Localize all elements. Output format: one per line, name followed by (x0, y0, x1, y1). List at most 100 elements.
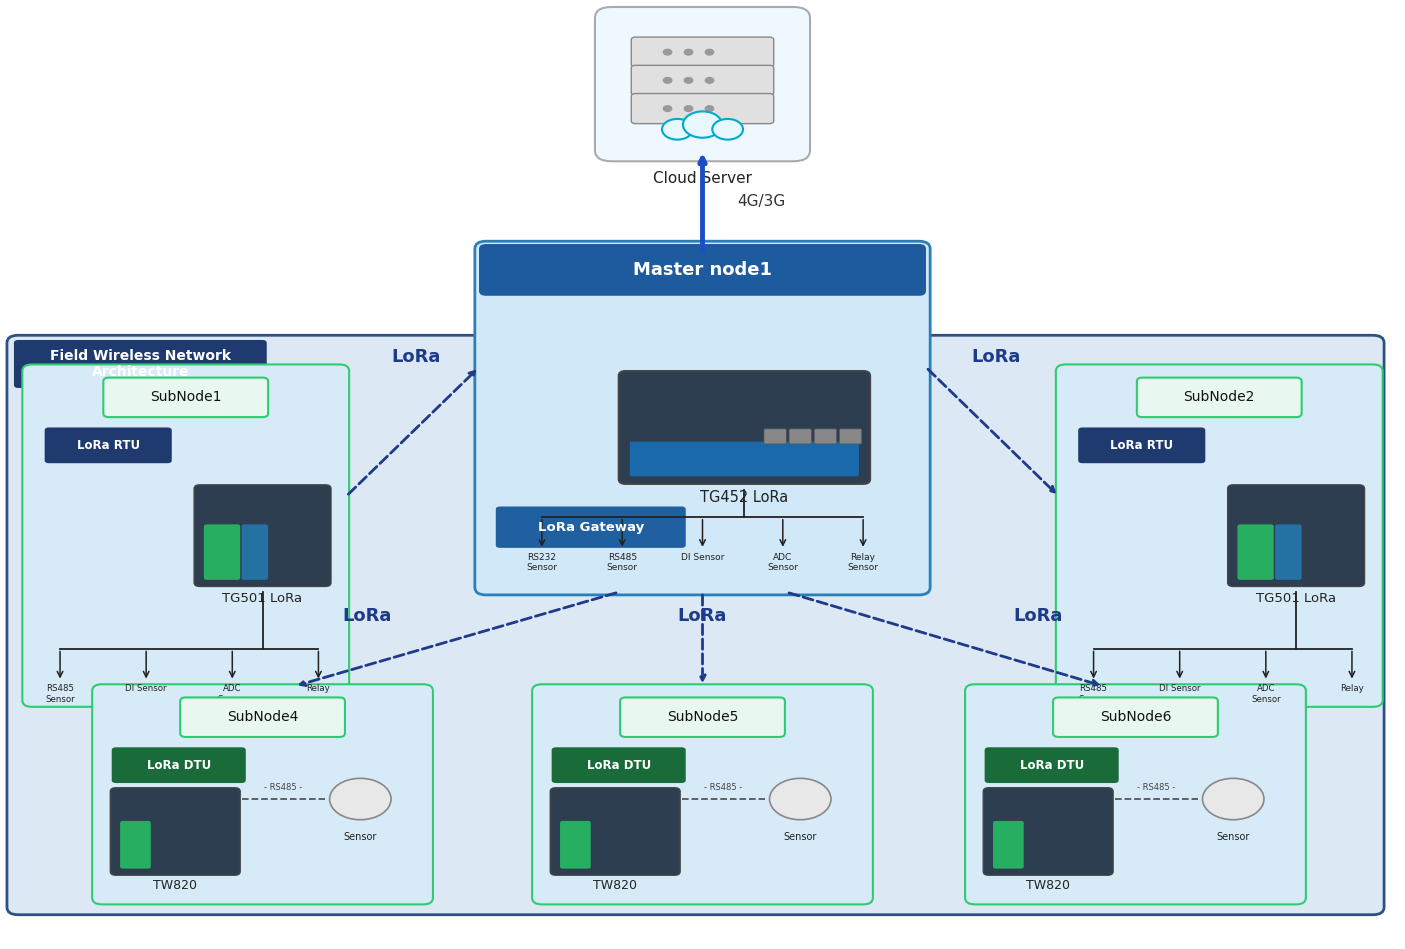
Text: SubNode5: SubNode5 (667, 710, 738, 724)
Text: TG501 LoRa: TG501 LoRa (1256, 592, 1336, 605)
Text: TW820: TW820 (153, 879, 197, 892)
Text: LoRa: LoRa (971, 348, 1020, 366)
Text: - RS485 -: - RS485 - (1137, 783, 1176, 791)
Circle shape (330, 778, 391, 820)
Circle shape (343, 787, 378, 811)
FancyBboxPatch shape (180, 698, 346, 737)
FancyBboxPatch shape (551, 788, 680, 875)
FancyBboxPatch shape (983, 788, 1113, 875)
FancyBboxPatch shape (112, 747, 246, 783)
Text: LoRa: LoRa (1013, 606, 1062, 624)
FancyBboxPatch shape (1137, 378, 1301, 418)
Circle shape (705, 105, 714, 111)
Circle shape (684, 78, 693, 84)
Text: - RS485 -: - RS485 - (704, 783, 743, 791)
Circle shape (792, 793, 809, 805)
Text: RS485
Sensor: RS485 Sensor (45, 684, 74, 703)
Text: LoRa RTU: LoRa RTU (1110, 438, 1173, 452)
FancyBboxPatch shape (1055, 364, 1383, 707)
Text: DI Sensor: DI Sensor (681, 552, 724, 562)
FancyBboxPatch shape (194, 485, 332, 586)
FancyBboxPatch shape (985, 747, 1118, 783)
FancyBboxPatch shape (1078, 427, 1205, 463)
FancyBboxPatch shape (839, 429, 861, 444)
FancyBboxPatch shape (45, 427, 171, 463)
Text: LoRa DTU: LoRa DTU (586, 758, 651, 772)
Circle shape (1203, 778, 1265, 820)
FancyBboxPatch shape (631, 65, 774, 96)
FancyBboxPatch shape (764, 429, 787, 444)
Text: LoRa: LoRa (392, 348, 441, 366)
FancyBboxPatch shape (629, 441, 858, 476)
Text: LoRa: LoRa (343, 606, 392, 624)
Text: ADC
Sensor: ADC Sensor (218, 684, 247, 703)
Text: TG501 LoRa: TG501 LoRa (222, 592, 302, 605)
Text: LoRa DTU: LoRa DTU (146, 758, 211, 772)
Circle shape (770, 778, 830, 820)
Text: LoRa DTU: LoRa DTU (1020, 758, 1083, 772)
FancyBboxPatch shape (475, 241, 930, 595)
Circle shape (705, 49, 714, 55)
FancyBboxPatch shape (1054, 698, 1218, 737)
FancyBboxPatch shape (532, 684, 873, 904)
FancyBboxPatch shape (993, 821, 1024, 868)
Circle shape (683, 111, 722, 138)
Text: SubNode1: SubNode1 (150, 390, 222, 404)
Text: Sensor: Sensor (784, 832, 816, 842)
Text: TG452 LoRa: TG452 LoRa (700, 491, 788, 506)
FancyBboxPatch shape (22, 364, 350, 707)
Circle shape (1225, 793, 1242, 805)
FancyBboxPatch shape (119, 821, 150, 868)
FancyBboxPatch shape (7, 335, 1384, 915)
Circle shape (1215, 787, 1252, 811)
Text: Relay: Relay (306, 684, 330, 694)
Text: LoRa: LoRa (677, 606, 728, 624)
FancyBboxPatch shape (93, 684, 433, 904)
Text: Sensor: Sensor (1217, 832, 1250, 842)
Text: 4G/3G: 4G/3G (738, 195, 785, 209)
Text: Sensor: Sensor (344, 832, 377, 842)
Circle shape (663, 78, 672, 84)
Text: - RS485 -: - RS485 - (264, 783, 302, 791)
Circle shape (684, 105, 693, 111)
FancyBboxPatch shape (552, 747, 686, 783)
Text: ADC
Sensor: ADC Sensor (767, 552, 798, 572)
Text: DI Sensor: DI Sensor (1159, 684, 1200, 694)
FancyBboxPatch shape (620, 698, 785, 737)
Text: ADC
Sensor: ADC Sensor (1250, 684, 1280, 703)
Text: Master node1: Master node1 (634, 261, 771, 279)
Text: RS232
Sensor: RS232 Sensor (527, 552, 558, 572)
Circle shape (705, 78, 714, 84)
Text: SubNode2: SubNode2 (1183, 390, 1255, 404)
FancyBboxPatch shape (1276, 525, 1301, 580)
Text: RS485
Sensor: RS485 Sensor (607, 552, 638, 572)
FancyBboxPatch shape (965, 684, 1305, 904)
Circle shape (684, 49, 693, 55)
Circle shape (783, 787, 819, 811)
FancyBboxPatch shape (618, 371, 870, 484)
FancyBboxPatch shape (14, 340, 267, 388)
Text: Field Wireless Network
Architecture: Field Wireless Network Architecture (49, 349, 230, 379)
Text: SubNode6: SubNode6 (1100, 710, 1172, 724)
Text: LoRa RTU: LoRa RTU (77, 438, 139, 452)
FancyBboxPatch shape (1228, 485, 1364, 586)
FancyBboxPatch shape (790, 429, 812, 444)
Circle shape (351, 793, 368, 805)
Circle shape (663, 49, 672, 55)
Text: Relay
Sensor: Relay Sensor (847, 552, 878, 572)
Text: Relay: Relay (1340, 684, 1364, 694)
Text: TW820: TW820 (1026, 879, 1071, 892)
Text: TW820: TW820 (593, 879, 638, 892)
FancyBboxPatch shape (631, 94, 774, 123)
Circle shape (662, 119, 693, 140)
FancyBboxPatch shape (815, 429, 836, 444)
Circle shape (712, 119, 743, 140)
FancyBboxPatch shape (561, 821, 590, 868)
FancyBboxPatch shape (111, 788, 240, 875)
Text: RS485
Sensor: RS485 Sensor (1079, 684, 1109, 703)
FancyBboxPatch shape (479, 244, 926, 296)
Circle shape (663, 105, 672, 111)
Text: Cloud Server: Cloud Server (653, 171, 752, 186)
FancyBboxPatch shape (594, 7, 811, 161)
FancyBboxPatch shape (204, 525, 240, 580)
